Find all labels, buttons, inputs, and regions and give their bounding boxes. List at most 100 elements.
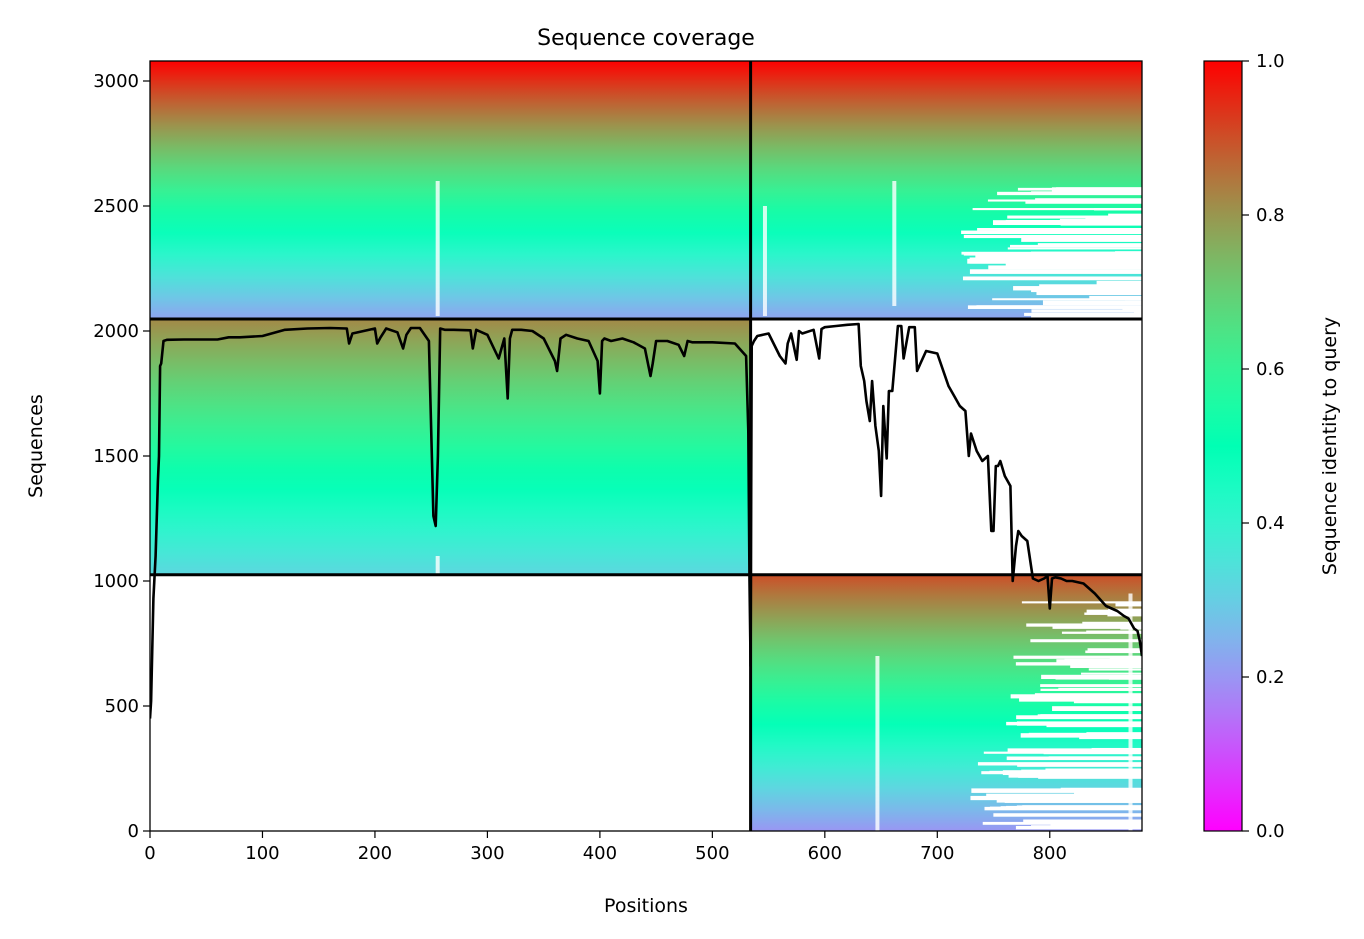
coverage-gap bbox=[969, 269, 1142, 274]
coverage-gap bbox=[1056, 771, 1142, 776]
y-axis-ticks: 0 500 1000 1500 2000 2500 3000 bbox=[93, 71, 150, 842]
coverage-line bbox=[150, 322, 1142, 719]
coverage-gap bbox=[1013, 655, 1142, 659]
coverage-line-group bbox=[150, 322, 1142, 719]
x-tick-label: 100 bbox=[245, 843, 279, 864]
x-tick-label: 800 bbox=[1033, 843, 1067, 864]
coverage-gap bbox=[1005, 219, 1142, 225]
coverage-gap bbox=[997, 191, 1142, 196]
x-tick-label: 400 bbox=[583, 843, 617, 864]
coverage-gap bbox=[970, 795, 1142, 801]
coverage-gap bbox=[1070, 663, 1142, 669]
coverage-gap bbox=[977, 228, 1142, 231]
x-axis-label: Positions bbox=[604, 895, 688, 917]
coverage-gap bbox=[1058, 687, 1142, 690]
coverage-gap bbox=[1060, 787, 1142, 792]
y-tick-label: 0 bbox=[128, 821, 139, 842]
y-tick-label: 3000 bbox=[93, 71, 139, 92]
coverage-gap bbox=[971, 231, 1142, 234]
coverage-gap bbox=[1028, 732, 1142, 738]
coverage-gap bbox=[1023, 819, 1142, 823]
coverage-gap bbox=[1102, 314, 1142, 319]
coverage-gap bbox=[963, 252, 1142, 256]
coverage-gap bbox=[1112, 258, 1142, 263]
coverage-gap bbox=[1060, 222, 1142, 226]
coverage-gap bbox=[1115, 251, 1142, 256]
coverage-gap bbox=[762, 206, 767, 316]
coverage-gap bbox=[1085, 650, 1142, 654]
coverage-gap bbox=[1096, 280, 1142, 286]
coverage-gap bbox=[1038, 774, 1142, 779]
coverage-gap bbox=[1025, 201, 1142, 204]
coverage-gap bbox=[1013, 286, 1142, 291]
coverage-gap bbox=[1056, 187, 1142, 190]
coverage-gap bbox=[1031, 191, 1142, 194]
coverage-gap bbox=[435, 181, 440, 316]
x-axis-ticks: 0 100 200 300 400 500 600 700 800 bbox=[144, 831, 1067, 864]
coverage-gap bbox=[971, 788, 1142, 793]
y-tick-label: 2500 bbox=[93, 196, 139, 217]
coverage-gap bbox=[892, 181, 897, 306]
coverage-gap bbox=[1108, 213, 1142, 218]
coverage-gap bbox=[1086, 630, 1142, 633]
x-tick-label: 700 bbox=[920, 843, 954, 864]
coverage-gaps bbox=[435, 181, 1142, 831]
coverage-gap bbox=[977, 762, 1142, 766]
coverage-gap bbox=[1016, 721, 1142, 726]
coverage-gap bbox=[975, 255, 1142, 260]
y-axis-label: Sequences bbox=[25, 394, 47, 498]
coverage-gap bbox=[1035, 198, 1142, 202]
coverage-gap bbox=[1103, 230, 1142, 233]
coverage-gap bbox=[1081, 672, 1142, 675]
coverage-gap bbox=[1087, 648, 1142, 652]
coverage-gap bbox=[1021, 601, 1142, 604]
coverage-gap bbox=[972, 208, 1142, 211]
y-tick-label: 1000 bbox=[93, 571, 139, 592]
plot-frame bbox=[149, 60, 1143, 832]
colorbar-tick-label: 0.8 bbox=[1256, 205, 1285, 226]
coverage-gap bbox=[1040, 684, 1142, 688]
coverage-gap bbox=[1048, 756, 1142, 759]
coverage-gap bbox=[1021, 237, 1142, 242]
x-tick-label: 200 bbox=[358, 843, 392, 864]
coverage-gap bbox=[1097, 697, 1142, 700]
coverage-gap bbox=[1084, 612, 1142, 615]
coverage-gap bbox=[1007, 215, 1142, 219]
colorbar bbox=[1203, 60, 1243, 832]
coverage-gap bbox=[1108, 608, 1142, 614]
coverage-gap bbox=[1128, 593, 1133, 831]
coverage-gap bbox=[1092, 622, 1142, 627]
heatmap-block-upper bbox=[150, 61, 1142, 319]
y-tick-label: 500 bbox=[105, 696, 139, 717]
coverage-gap bbox=[963, 234, 1142, 239]
coverage-gap bbox=[1071, 825, 1142, 830]
heatmap-block-middle bbox=[150, 319, 751, 575]
coverage-gap bbox=[986, 793, 1142, 797]
coverage-gap bbox=[1036, 291, 1142, 296]
coverage-gap bbox=[1064, 658, 1142, 663]
colorbar-ticks: 0.0 0.2 0.4 0.6 0.8 1.0 bbox=[1242, 51, 1285, 842]
coverage-gap bbox=[1041, 674, 1142, 680]
coverage-gap bbox=[996, 799, 1142, 803]
coverage-gap bbox=[1073, 699, 1142, 704]
x-tick-label: 600 bbox=[808, 843, 842, 864]
coverage-gap bbox=[1085, 218, 1142, 222]
coverage-gap bbox=[993, 813, 1142, 817]
colorbar-tick-label: 1.0 bbox=[1256, 51, 1285, 72]
y-tick-label: 1500 bbox=[93, 446, 139, 467]
coverage-gap bbox=[1124, 300, 1142, 305]
coverage-gap bbox=[1034, 693, 1142, 698]
coverage-gap bbox=[1007, 748, 1142, 753]
coverage-gap bbox=[1040, 714, 1142, 718]
coverage-gap bbox=[982, 821, 1142, 825]
coverage-gap bbox=[1040, 662, 1142, 665]
coverage-gap bbox=[1043, 261, 1142, 267]
x-tick-label: 500 bbox=[695, 843, 729, 864]
coverage-gap bbox=[1079, 736, 1142, 740]
coverage-gap bbox=[1067, 243, 1142, 248]
coverage-gap bbox=[1089, 295, 1142, 301]
coverage-gap bbox=[962, 276, 1142, 281]
x-tick-label: 0 bbox=[144, 843, 155, 864]
coverage-gap bbox=[1085, 722, 1142, 725]
